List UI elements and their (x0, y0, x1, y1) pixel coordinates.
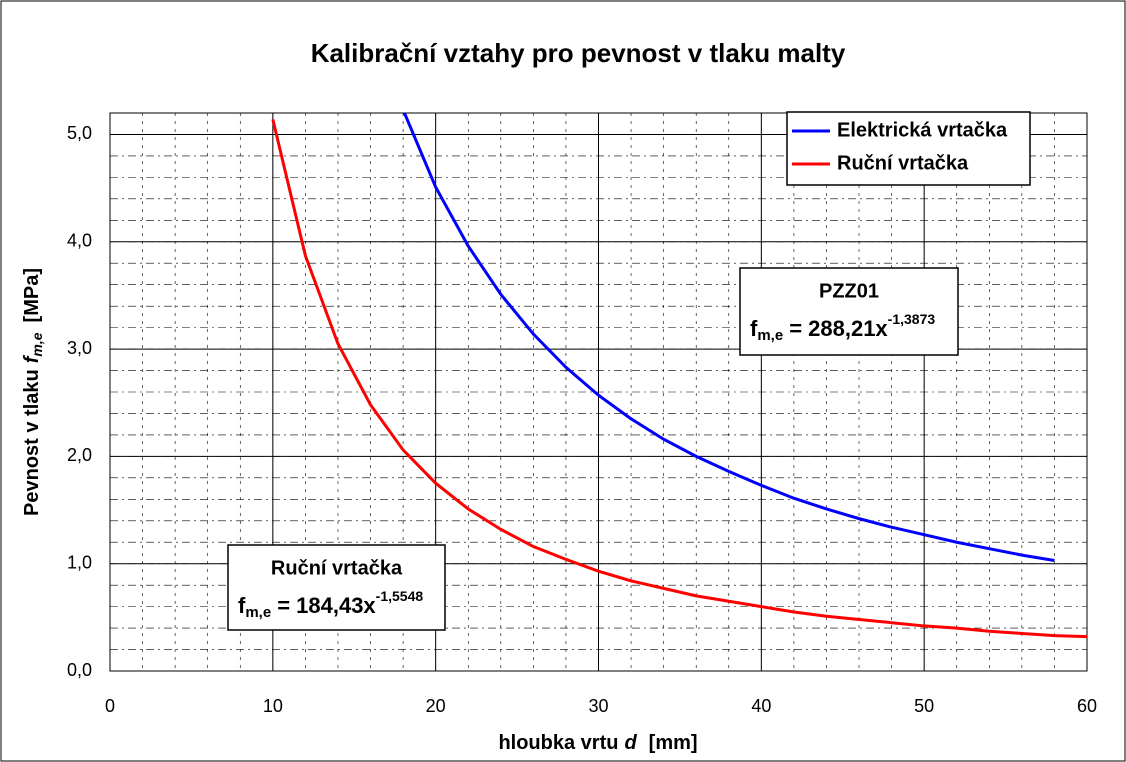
x-label-unit: [mm] (649, 732, 698, 754)
legend-label: Ruční vrtačka (837, 152, 969, 174)
formula-main: = 184,43x (277, 593, 376, 618)
plot-frame (109, 112, 1088, 672)
formula-main: = 288,21x (789, 316, 888, 341)
annotation-box (739, 267, 959, 356)
y-tick-label: 4,0 (67, 231, 92, 251)
formula-exp: -1,3873 (888, 311, 936, 327)
annotation-title: PZZ01 (819, 280, 879, 302)
formula-base: f (238, 593, 246, 618)
y-tick-label: 3,0 (67, 338, 92, 358)
y-label-var: f (21, 354, 43, 363)
y-axis-label: Pevnost v tlaku fm,e [MPa] (21, 268, 44, 516)
x-label-text: hloubka vrtu (498, 732, 618, 754)
chart-title: Kalibrační vztahy pro pevnost v tlaku ma… (311, 38, 846, 68)
annotation-box (227, 544, 446, 631)
formula-base: f (750, 316, 758, 341)
y-tick-label: 0,0 (67, 660, 92, 680)
data-line (402, 113, 1055, 562)
formula-exp: -1,5548 (376, 588, 424, 604)
y-tick-label: 1,0 (67, 552, 92, 572)
annotation-formula: fm,e = 184,43x-1,5548 (238, 588, 423, 621)
y-label-unit: [MPa] (21, 268, 43, 322)
formula-sub: m,e (245, 604, 271, 621)
x-tick-label: 20 (426, 696, 446, 716)
x-tick-label: 60 (1077, 696, 1097, 716)
x-label-var: d (624, 732, 637, 754)
formula-sub: m,e (757, 327, 783, 344)
x-tick-label: 10 (263, 696, 283, 716)
y-tick-label: 2,0 (67, 445, 92, 465)
legend-label: Elektrická vrtačka (837, 119, 1008, 141)
data-line (271, 119, 1087, 639)
y-tick-label: 5,0 (67, 123, 92, 143)
y-label-text: Pevnost v tlaku (21, 369, 43, 516)
y-label-sub: m,e (29, 332, 45, 356)
x-tick-label: 0 (105, 696, 115, 716)
x-axis-label: hloubka vrtu d [mm] (498, 732, 697, 754)
annotation-formula: fm,e = 288,21x-1,3873 (750, 311, 935, 344)
legend-box (786, 111, 1031, 186)
x-tick-label: 30 (588, 696, 608, 716)
x-tick-label: 50 (914, 696, 934, 716)
x-tick-label: 40 (751, 696, 771, 716)
annotation-title: Ruční vrtačka (271, 557, 403, 579)
